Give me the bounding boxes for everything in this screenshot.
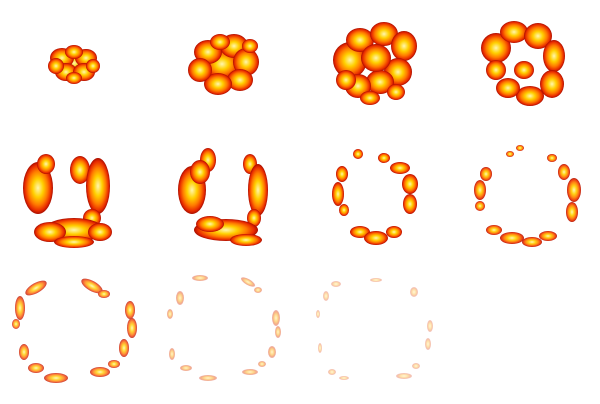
frame-1 xyxy=(0,0,150,134)
frame-3 xyxy=(300,0,450,134)
frame-6 xyxy=(150,134,300,268)
frame-9 xyxy=(0,268,150,402)
frame-8 xyxy=(450,134,600,268)
frame-7 xyxy=(300,134,450,268)
frame-11 xyxy=(300,268,450,402)
frame-5 xyxy=(0,134,150,268)
frame-2 xyxy=(150,0,300,134)
frame-10 xyxy=(150,268,300,402)
frame-4 xyxy=(450,0,600,134)
